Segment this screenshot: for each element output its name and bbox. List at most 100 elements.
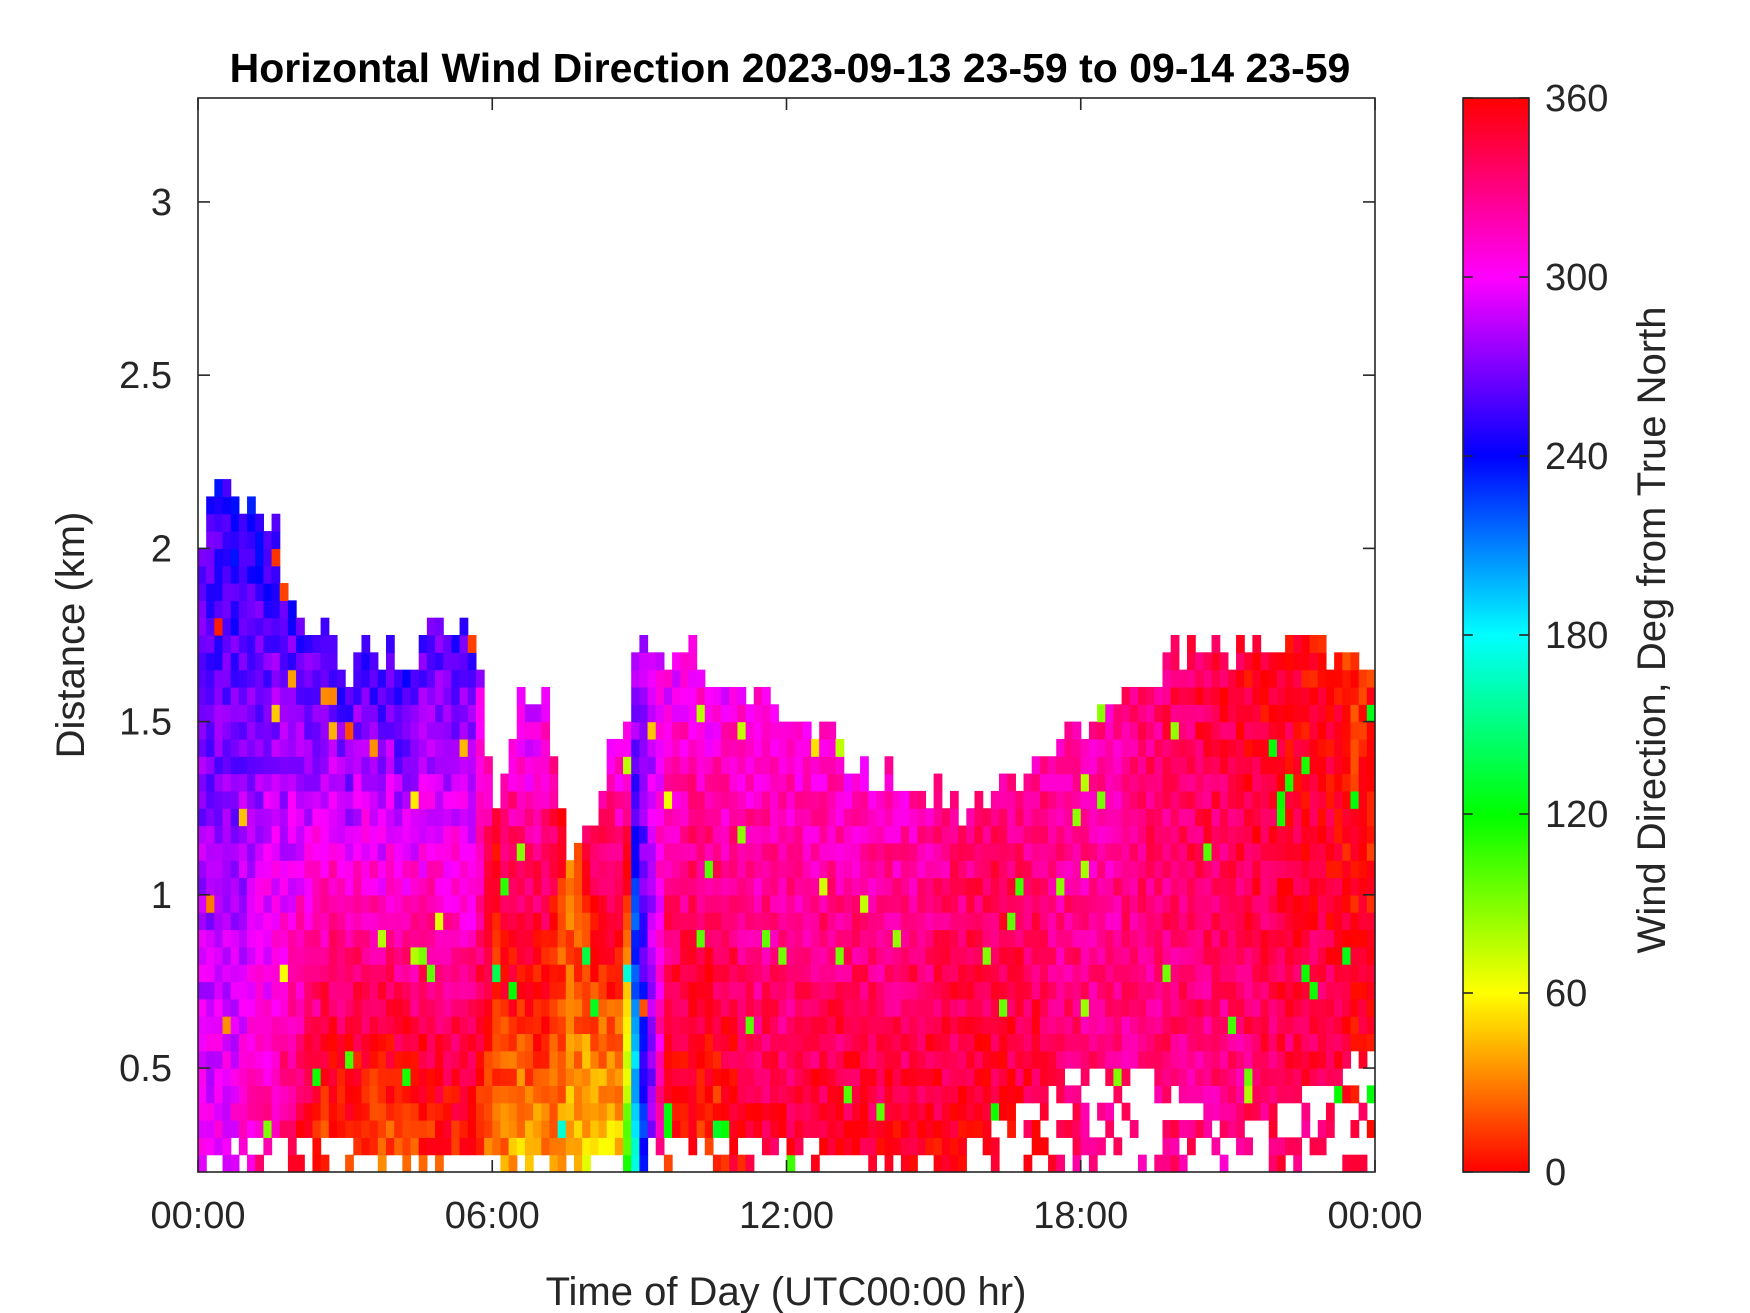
heatmap-cell [1129,773,1139,792]
heatmap-cell [639,946,649,965]
heatmap-cell [206,1068,215,1086]
heatmap-cell [198,964,207,983]
heatmap-cell [198,790,207,809]
heatmap-cell [663,808,673,827]
heatmap-cell [1260,946,1270,965]
heatmap-cell [1317,998,1327,1017]
heatmap-cell [206,825,215,844]
heatmap-cell [1097,912,1106,931]
heatmap-cell [1350,721,1360,740]
heatmap-cell [369,1016,379,1035]
heatmap-cell [770,756,779,775]
heatmap-cell [1325,704,1335,723]
colorbar-tick-label: 360 [1545,78,1608,120]
heatmap-cell [467,1120,477,1138]
heatmap-cell [1366,686,1376,705]
heatmap-cell [745,1033,755,1052]
heatmap-cell [672,721,681,740]
heatmap-cell [1023,825,1033,844]
heatmap-cell [255,686,264,705]
heatmap-cell [1342,773,1352,792]
heatmap-cell [631,860,640,879]
heatmap-cell [1105,1033,1115,1052]
heatmap-cell [639,738,649,757]
heatmap-cell [647,877,657,896]
heatmap-cell [1178,964,1188,983]
heatmap-cell [655,1137,665,1156]
heatmap-cell [336,981,346,1000]
heatmap-cell [778,842,788,861]
heatmap-cell [1105,704,1115,723]
heatmap-cell [1268,877,1278,896]
heatmap-cell [1072,790,1082,809]
heatmap-cell [917,1120,927,1138]
heatmap-cell [623,773,632,792]
heatmap-cell [1293,738,1303,757]
heatmap-cell [263,1050,273,1069]
heatmap-cell [753,686,763,705]
heatmap-cell [1293,894,1303,913]
heatmap-cell [1170,964,1180,983]
heatmap-cell [688,998,698,1017]
heatmap-cell [811,1154,820,1173]
heatmap-cell [1293,929,1303,948]
heatmap-cell [1268,1120,1278,1138]
heatmap-cell [1187,825,1196,844]
heatmap-cell [655,860,665,879]
heatmap-cell [230,981,240,1000]
heatmap-cell [1031,1085,1041,1104]
heatmap-cell [672,669,681,688]
heatmap-cell [1137,842,1147,861]
heatmap-cell [198,652,207,671]
heatmap-cell [1113,894,1123,913]
heatmap-cell [753,929,763,948]
heatmap-cell [614,1016,624,1035]
heatmap-cell [704,1016,714,1035]
heatmap-cell [336,1120,346,1138]
heatmap-cell [639,877,649,896]
heatmap-cell [639,964,649,983]
heatmap-cell [353,1068,363,1086]
heatmap-cell [1203,860,1213,879]
heatmap-cell [230,1154,240,1173]
heatmap-cell [1105,912,1115,931]
heatmap-cell [1252,894,1262,913]
heatmap-cell [336,1085,346,1104]
heatmap-cell [1334,721,1343,740]
heatmap-cell [1276,981,1286,1000]
heatmap-cell [247,635,256,653]
heatmap-cell [1276,756,1286,775]
heatmap-cell [418,842,428,861]
heatmap-cell [745,894,755,913]
heatmap-cell [1293,842,1303,861]
heatmap-cell [238,946,248,965]
heatmap-cell [786,946,796,965]
heatmap-cell [467,1050,477,1069]
heatmap-cell [459,1085,469,1104]
heatmap-cell [1301,756,1311,775]
heatmap-cell [418,1137,428,1156]
heatmap-cell [1334,652,1343,671]
heatmap-cell [377,946,387,965]
heatmap-cell [1195,669,1204,688]
chart-title: Horizontal Wind Direction 2023-09-13 23-… [230,45,1351,91]
heatmap-cell [541,738,551,757]
heatmap-cell [1293,756,1303,775]
heatmap-cell [1301,825,1311,844]
heatmap-cell [287,825,297,844]
heatmap-cell [451,842,461,861]
heatmap-cell [1146,1050,1155,1069]
heatmap-cell [541,756,551,775]
heatmap-cell [770,825,779,844]
heatmap-cell [598,1137,608,1156]
heatmap-cell [1203,964,1213,983]
heatmap-cell [696,1068,706,1086]
heatmap-cell [533,1137,542,1156]
heatmap-cell [320,894,330,913]
heatmap-cell [1080,1137,1090,1156]
heatmap-cell [876,1085,886,1104]
heatmap-cell [1170,1068,1180,1086]
heatmap-cell [1056,842,1065,861]
heatmap-cell [451,1033,461,1052]
heatmap-cell [925,877,935,896]
